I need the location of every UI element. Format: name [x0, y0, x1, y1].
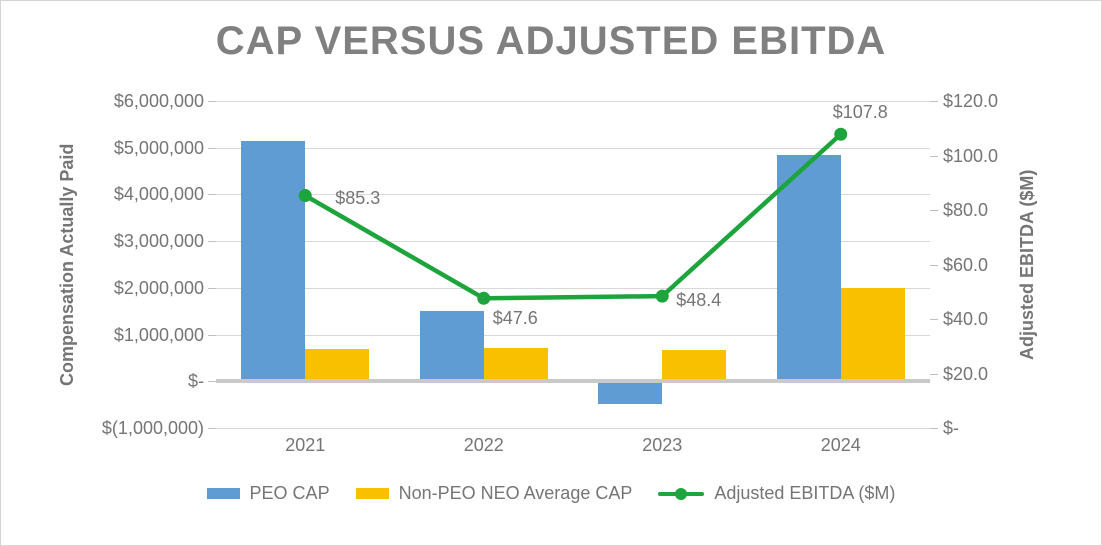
left-axis-tick — [208, 287, 216, 289]
left-axis-tick-label: $(1,000,000) — [101, 418, 204, 438]
x-axis-label-2021: 2021 — [285, 435, 326, 455]
gridline — [216, 147, 930, 149]
left-axis-tick — [208, 241, 216, 243]
right-axis-tick — [930, 428, 938, 429]
x-axis-label-2024: 2024 — [820, 435, 861, 455]
right-axis-tick-label: $20.0 — [943, 363, 989, 384]
ebitda-line — [303, 131, 843, 301]
legend: PEO CAP Non-PEO NEO Average CAP Adjusted… — [1, 483, 1101, 504]
right-axis-tick — [930, 155, 938, 157]
bar-non-peo-neo-average-cap-2024 — [840, 287, 905, 380]
peo-cap-swatch — [206, 488, 240, 499]
left-axis-tick-label: $4,000,000 — [113, 184, 204, 205]
left-axis-tick — [208, 428, 216, 429]
left-axis-tick — [208, 334, 216, 336]
legend-item-ebitda: Adjusted EBITDA ($M) — [658, 483, 895, 504]
legend-label-peo-cap: PEO CAP — [249, 483, 330, 503]
right-axis-tick-label: $80.0 — [943, 200, 989, 220]
gridline — [216, 101, 930, 102]
right-axis-tick — [930, 373, 938, 375]
legend-item-non-peo: Non-PEO NEO Average CAP — [355, 483, 633, 504]
left-axis-tick — [208, 194, 216, 196]
right-axis-tick — [930, 101, 938, 102]
ebitda-line-swatch — [658, 487, 705, 500]
left-axis-tick — [208, 381, 216, 383]
left-axis-tick-label: $3,000,000 — [113, 231, 204, 252]
gridline — [216, 334, 930, 336]
legend-label-ebitda: Adjusted EBITDA ($M) — [714, 483, 896, 503]
left-axis-tick-label: $1,000,000 — [113, 324, 204, 345]
x-axis-label-2022: 2022 — [463, 435, 504, 455]
right-axis-tick — [930, 210, 938, 211]
left-axis-tick-label: $5,000,000 — [113, 137, 204, 158]
non-peo-swatch — [355, 488, 389, 499]
bar-peo-cap-2022 — [419, 311, 484, 380]
ebitda-point-2024 — [834, 127, 848, 141]
left-axis-tick-label: $- — [187, 371, 204, 392]
right-axis-tick — [930, 319, 938, 320]
ebitda-point-2022 — [477, 291, 491, 305]
left-axis-tick — [208, 101, 216, 102]
ebitda-data-label-2021: $85.3 — [335, 187, 381, 208]
left-axis-tick-label: $6,000,000 — [113, 91, 204, 111]
bar-peo-cap-2024 — [776, 154, 841, 380]
ebitda-data-label-2023: $48.4 — [676, 290, 722, 311]
bar-non-peo-neo-average-cap-2021 — [305, 349, 370, 380]
bar-non-peo-neo-average-cap-2022 — [483, 347, 548, 380]
left-axis-tick-label: $2,000,000 — [113, 277, 204, 298]
ebitda-data-label-2024: $107.8 — [832, 102, 888, 123]
right-axis-tick-label: $120.0 — [943, 91, 999, 111]
ebitda-point-2023 — [655, 289, 669, 303]
right-axis-tick-label: $40.0 — [943, 309, 989, 329]
legend-item-peo-cap: PEO CAP — [206, 483, 330, 504]
gridline — [216, 428, 930, 429]
bar-non-peo-neo-average-cap-2023 — [662, 349, 727, 380]
x-axis-label-2023: 2023 — [642, 435, 683, 455]
right-axis-tick-label: $- — [943, 418, 960, 438]
bar-peo-cap-2021 — [241, 140, 306, 380]
bar-peo-cap-2023 — [598, 383, 663, 404]
chart-title: CAP VERSUS ADJUSTED EBITDA — [215, 19, 887, 63]
right-axis-tick-label: $60.0 — [943, 254, 989, 275]
right-axis-tick — [930, 264, 938, 266]
ebitda-data-label-2022: $47.6 — [492, 308, 538, 329]
legend-label-non-peo: Non-PEO NEO Average CAP — [398, 483, 633, 503]
right-axis-tick-label: $100.0 — [943, 145, 999, 166]
left-axis-tick — [208, 147, 216, 149]
zero-gridline — [216, 379, 930, 384]
